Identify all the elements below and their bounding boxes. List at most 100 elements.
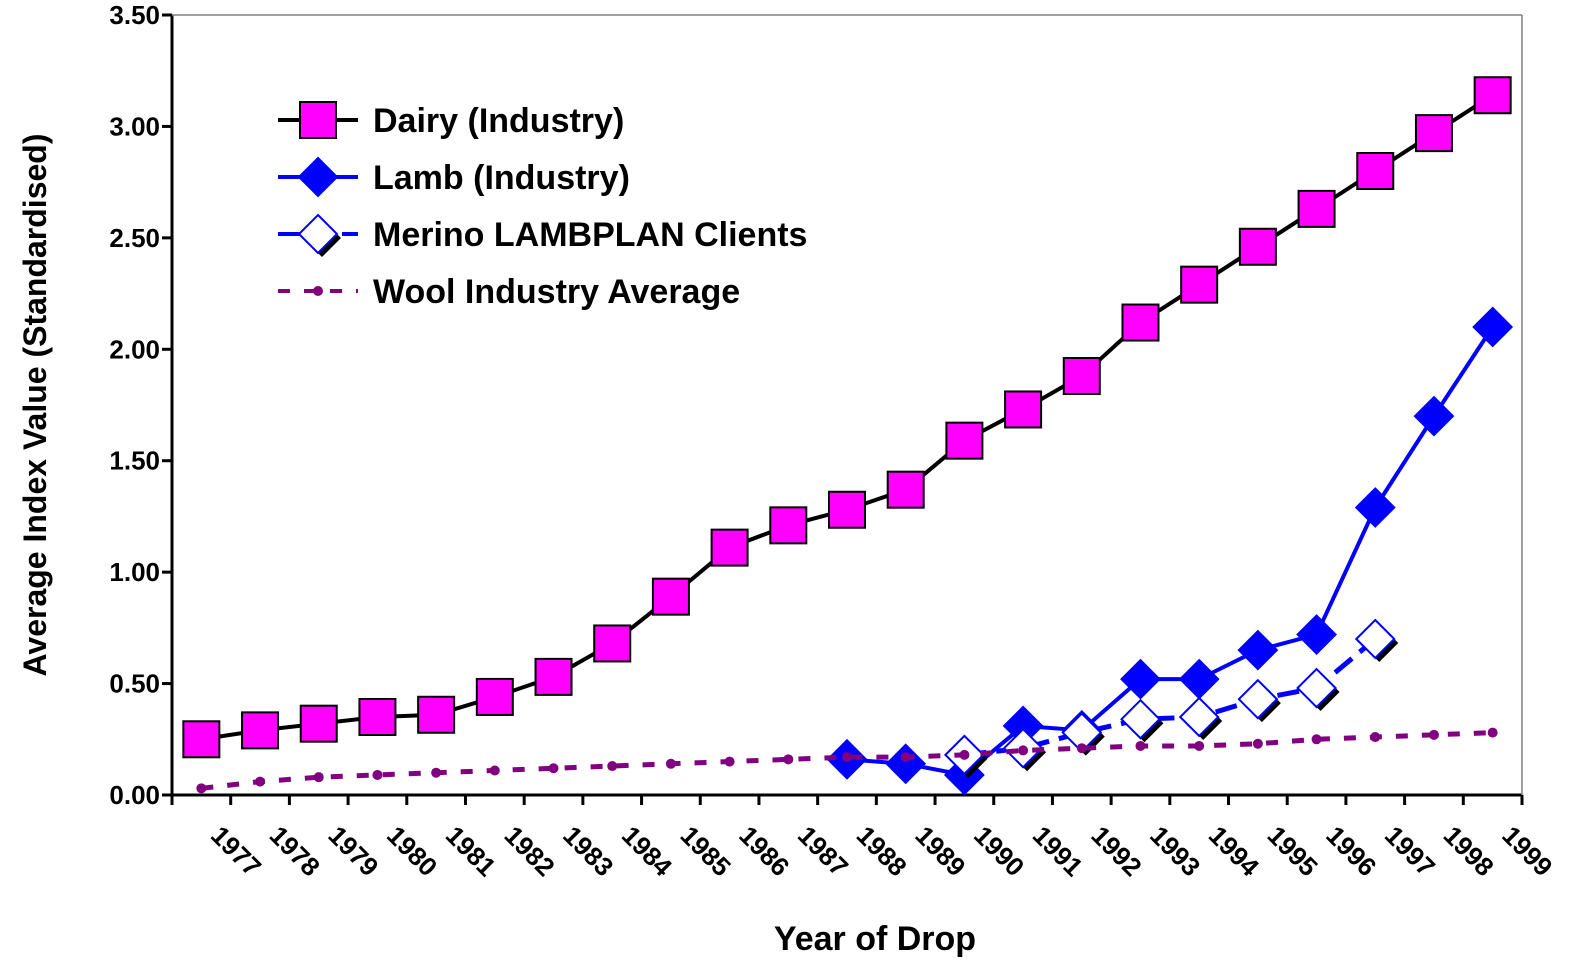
marker <box>1472 306 1514 348</box>
marker <box>1354 618 1399 662</box>
marker-shape <box>1414 114 1453 153</box>
x-tick-label: 1978 <box>264 820 326 882</box>
marker <box>1062 357 1101 396</box>
marker-shape <box>1180 265 1219 304</box>
legend-label: Wool Industry Average <box>373 273 740 311</box>
marker <box>1076 743 1087 754</box>
marker <box>1135 740 1146 751</box>
marker-shape <box>1018 745 1029 756</box>
marker <box>1473 76 1512 115</box>
marker-shape <box>651 577 690 616</box>
marker <box>299 704 338 743</box>
marker <box>1004 390 1043 429</box>
marker <box>885 743 927 785</box>
x-tick-label: 1996 <box>1320 820 1382 882</box>
x-tick-label: 1990 <box>968 820 1030 882</box>
marker <box>475 677 514 716</box>
marker <box>1178 696 1223 740</box>
marker <box>1237 629 1279 671</box>
marker-shape <box>886 470 925 509</box>
marker <box>1120 698 1164 743</box>
marker <box>182 720 221 759</box>
marker <box>1428 729 1439 740</box>
marker <box>724 756 735 767</box>
marker <box>417 695 456 734</box>
x-tick-label: 1997 <box>1379 820 1441 882</box>
marker <box>1296 667 1340 712</box>
x-tick-label: 1980 <box>381 820 443 882</box>
marker <box>665 758 676 769</box>
y-tick-label: 1.00 <box>109 557 160 587</box>
marker-shape <box>1076 743 1087 754</box>
marker-shape <box>1370 732 1381 743</box>
marker-shape <box>1354 618 1396 660</box>
marker-shape <box>1297 189 1336 228</box>
marker-shape <box>255 776 266 787</box>
marker-shape <box>1120 658 1161 700</box>
marker-shape <box>1237 678 1279 720</box>
marker-shape <box>372 769 383 780</box>
marker <box>651 577 690 616</box>
marker-shape <box>900 752 911 763</box>
x-tick-label: 1999 <box>1496 820 1558 882</box>
marker <box>1018 745 1029 756</box>
marker-shape <box>1252 738 1263 749</box>
legend-label: Merino LAMBPLAN Clients <box>373 216 807 254</box>
marker <box>1178 658 1220 700</box>
marker-shape <box>885 743 927 785</box>
marker-shape <box>1472 306 1514 348</box>
marker <box>945 421 984 460</box>
marker-shape <box>1356 152 1395 190</box>
marker <box>431 767 442 778</box>
x-tick-label: 1993 <box>1144 820 1206 882</box>
marker <box>1356 152 1395 190</box>
marker-shape <box>1428 729 1439 740</box>
marker-shape <box>945 421 984 460</box>
x-tick-label: 1989 <box>909 820 971 882</box>
marker <box>769 506 808 545</box>
marker <box>313 286 323 296</box>
marker <box>1413 395 1455 437</box>
marker <box>489 765 500 776</box>
marker-shape <box>783 754 794 765</box>
marker-shape <box>417 695 456 734</box>
marker-shape <box>313 286 323 296</box>
marker <box>783 754 794 765</box>
legend-label: Dairy (Industry) <box>373 102 624 140</box>
marker <box>1252 738 1263 749</box>
marker <box>372 769 383 780</box>
marker <box>607 761 618 772</box>
marker-shape <box>1194 740 1205 751</box>
x-tick-label: 1984 <box>616 820 678 882</box>
y-tick-label: 0.50 <box>109 669 160 699</box>
marker <box>1311 734 1322 745</box>
marker <box>900 752 911 763</box>
marker <box>358 698 397 736</box>
marker <box>534 657 573 696</box>
x-tick-label: 1991 <box>1027 820 1089 882</box>
marker-shape <box>1238 227 1277 266</box>
x-tick-label: 1985 <box>675 820 737 882</box>
marker <box>255 776 266 787</box>
marker-shape <box>1473 76 1512 115</box>
marker-shape <box>182 720 221 759</box>
marker <box>1354 487 1396 528</box>
marker-shape <box>1296 614 1337 655</box>
marker-shape <box>1413 395 1455 437</box>
marker <box>1120 658 1161 700</box>
marker-shape <box>828 490 866 529</box>
marker-shape <box>1121 303 1160 342</box>
x-tick-label: 1987 <box>792 820 854 882</box>
marker-shape <box>489 765 500 776</box>
marker-shape <box>313 772 324 783</box>
marker <box>828 490 866 529</box>
marker <box>299 101 337 139</box>
marker-shape <box>299 101 337 139</box>
marker-shape <box>299 704 338 743</box>
marker <box>297 156 339 198</box>
marker-shape <box>358 698 397 736</box>
marker <box>1487 727 1498 738</box>
marker-shape <box>1062 357 1101 396</box>
y-tick-label: 2.00 <box>109 334 160 364</box>
